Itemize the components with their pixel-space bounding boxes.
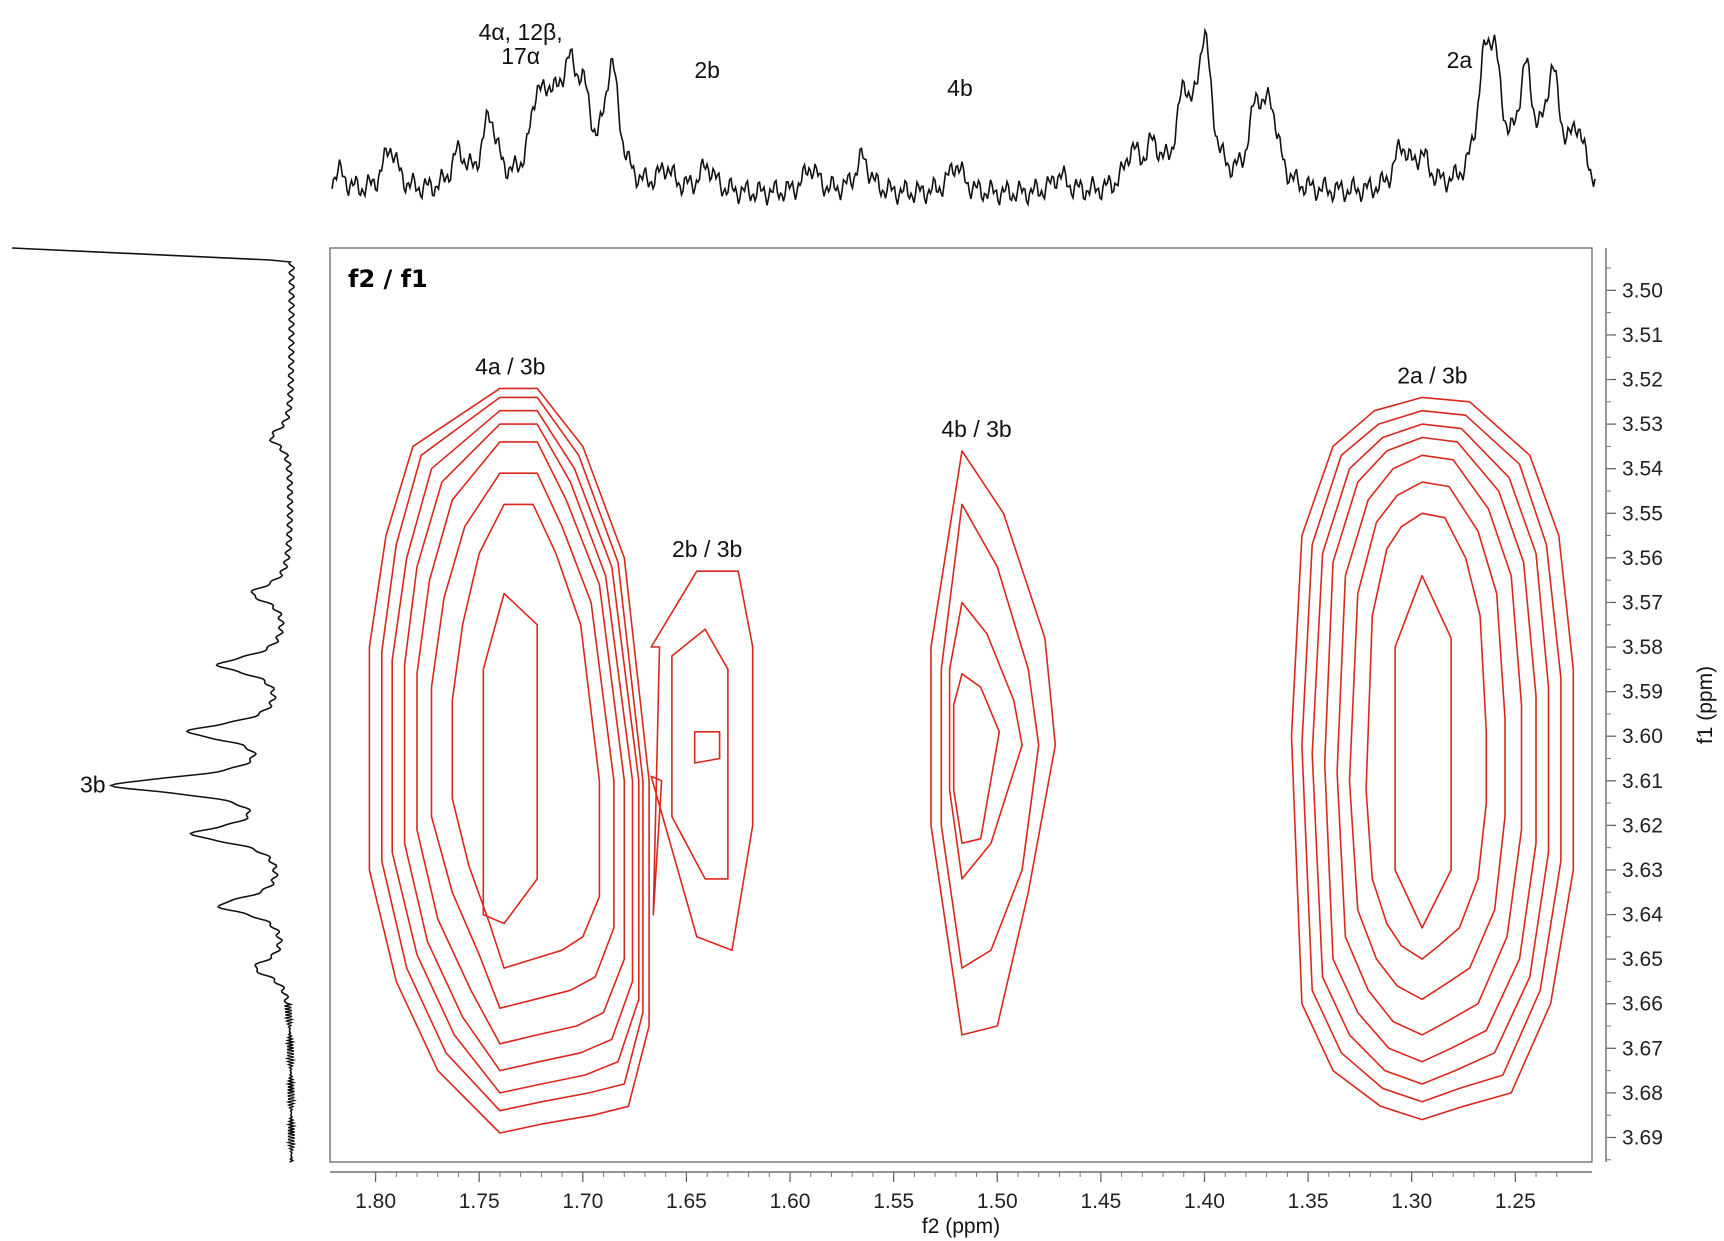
contour-peak0-level4	[416, 441, 626, 1045]
contour-peak1-level1	[671, 628, 729, 880]
top-projection-trace	[331, 27, 1596, 207]
x-tick-label: 1.45	[1080, 1190, 1121, 1213]
contour-peak0-level2	[391, 409, 640, 1094]
x-tick-label: 1.50	[977, 1190, 1018, 1213]
top-peak-annotation: 4α, 12β,	[479, 19, 563, 45]
y-tick-label: 3.66	[1622, 993, 1663, 1016]
contour-peak0-level7	[482, 592, 539, 925]
y-tick-label: 3.55	[1622, 502, 1663, 525]
contour-peak0-level3	[403, 423, 634, 1072]
y-tick-label: 3.51	[1622, 324, 1663, 347]
cross-peak-label: 4b / 3b	[941, 416, 1011, 442]
cross-peak-label: 2a / 3b	[1397, 362, 1467, 388]
plot-area: f2 / f1 4a / 3b 2b / 3b 4b / 3b 2a / 3b	[329, 247, 1593, 1163]
y-tick-label: 3.52	[1622, 369, 1663, 392]
contour-peak0-level1	[380, 396, 644, 1112]
x-tick-label: 1.80	[355, 1190, 396, 1213]
y-tick-label: 3.62	[1622, 814, 1663, 837]
contour-peak0-level6	[451, 503, 601, 969]
contour-peak2-level2	[948, 601, 1023, 880]
x-tick-label: 1.70	[562, 1190, 603, 1213]
y-tick-label: 3.57	[1622, 591, 1663, 614]
contour-layer	[368, 387, 1575, 1134]
contour-peak3-level0	[1290, 396, 1575, 1121]
cross-peak-label: 4a / 3b	[475, 353, 545, 379]
contour-peak3-level7	[1394, 574, 1452, 929]
y-tick-label: 3.64	[1622, 904, 1663, 927]
left-projection-trace	[11, 247, 298, 1163]
y-tick-label: 3.58	[1622, 636, 1663, 659]
cross-peak-label: 2b / 3b	[672, 536, 742, 562]
contour-peak2-level1	[940, 503, 1040, 969]
y-tick-label: 3.56	[1622, 547, 1663, 570]
x-axis: 1.80 1.75 1.70 1.65 1.60 1.55 1.50 1.45 1.40 1.35…	[330, 1171, 1592, 1238]
top-projection: 4α, 12β,17α 2b 4b 2a	[331, 19, 1596, 207]
y-tick-label: 3.54	[1622, 458, 1663, 481]
x-tick-label: 1.25	[1495, 1190, 1536, 1213]
x-tick-label: 1.65	[666, 1190, 707, 1213]
x-tick-label: 1.35	[1288, 1190, 1329, 1213]
contour-peak1-level2	[693, 730, 721, 764]
top-peak-annotation: 2b	[694, 57, 720, 83]
y-tick-label: 3.50	[1622, 279, 1663, 302]
x-tick-label: 1.30	[1391, 1190, 1432, 1213]
contour-peak3-level2	[1311, 423, 1550, 1085]
contour-peak2-level3	[952, 672, 1001, 845]
contour-peak3-level6	[1365, 512, 1488, 960]
y-tick-label: 3.59	[1622, 681, 1663, 704]
top-peak-annotation: 2a	[1447, 47, 1473, 73]
top-peak-annotation: 17α	[501, 43, 540, 69]
contour-peak1-level0	[650, 570, 754, 952]
y-tick-label: 3.63	[1622, 859, 1663, 882]
y-axis-title: f1 (ppm)	[1694, 666, 1717, 744]
y-axis: 3.50 3.51 3.52 3.53 3.54 3.55 3.56 3.57 3.58 3.59…	[1605, 248, 1717, 1162]
cross-peak-labels: 4a / 3b 2b / 3b 4b / 3b 2a / 3b	[475, 353, 1467, 562]
contour-peak3-level3	[1323, 436, 1537, 1063]
left-peak-annotation: 3b	[80, 771, 106, 797]
x-tick-label: 1.60	[770, 1190, 811, 1213]
y-tick-label: 3.61	[1622, 770, 1663, 793]
contour-peak3-level1	[1301, 409, 1562, 1103]
panel-title: f2 / f1	[348, 265, 428, 293]
contour-peak3-level4	[1336, 454, 1523, 1036]
x-tick-label: 1.40	[1184, 1190, 1225, 1213]
top-peak-annotation: 4b	[947, 75, 973, 101]
y-tick-label: 3.60	[1622, 725, 1663, 748]
y-tick-label: 3.68	[1622, 1082, 1663, 1105]
y-tick-label: 3.65	[1622, 948, 1663, 971]
contour-peak0-level5	[430, 472, 615, 1010]
y-tick-label: 3.69	[1622, 1126, 1663, 1149]
contour-peak0-level0	[368, 387, 650, 1134]
contour-peak2-level0	[930, 450, 1057, 1036]
left-projection: 3b	[11, 247, 298, 1163]
plot-frame	[329, 247, 1593, 1163]
y-tick-label: 3.67	[1622, 1037, 1663, 1060]
x-tick-label: 1.55	[873, 1190, 914, 1213]
y-tick-label: 3.53	[1622, 413, 1663, 436]
x-tick-label: 1.75	[459, 1190, 500, 1213]
contour-peak3-level5	[1348, 481, 1506, 1001]
x-axis-title: f2 (ppm)	[922, 1215, 1000, 1238]
